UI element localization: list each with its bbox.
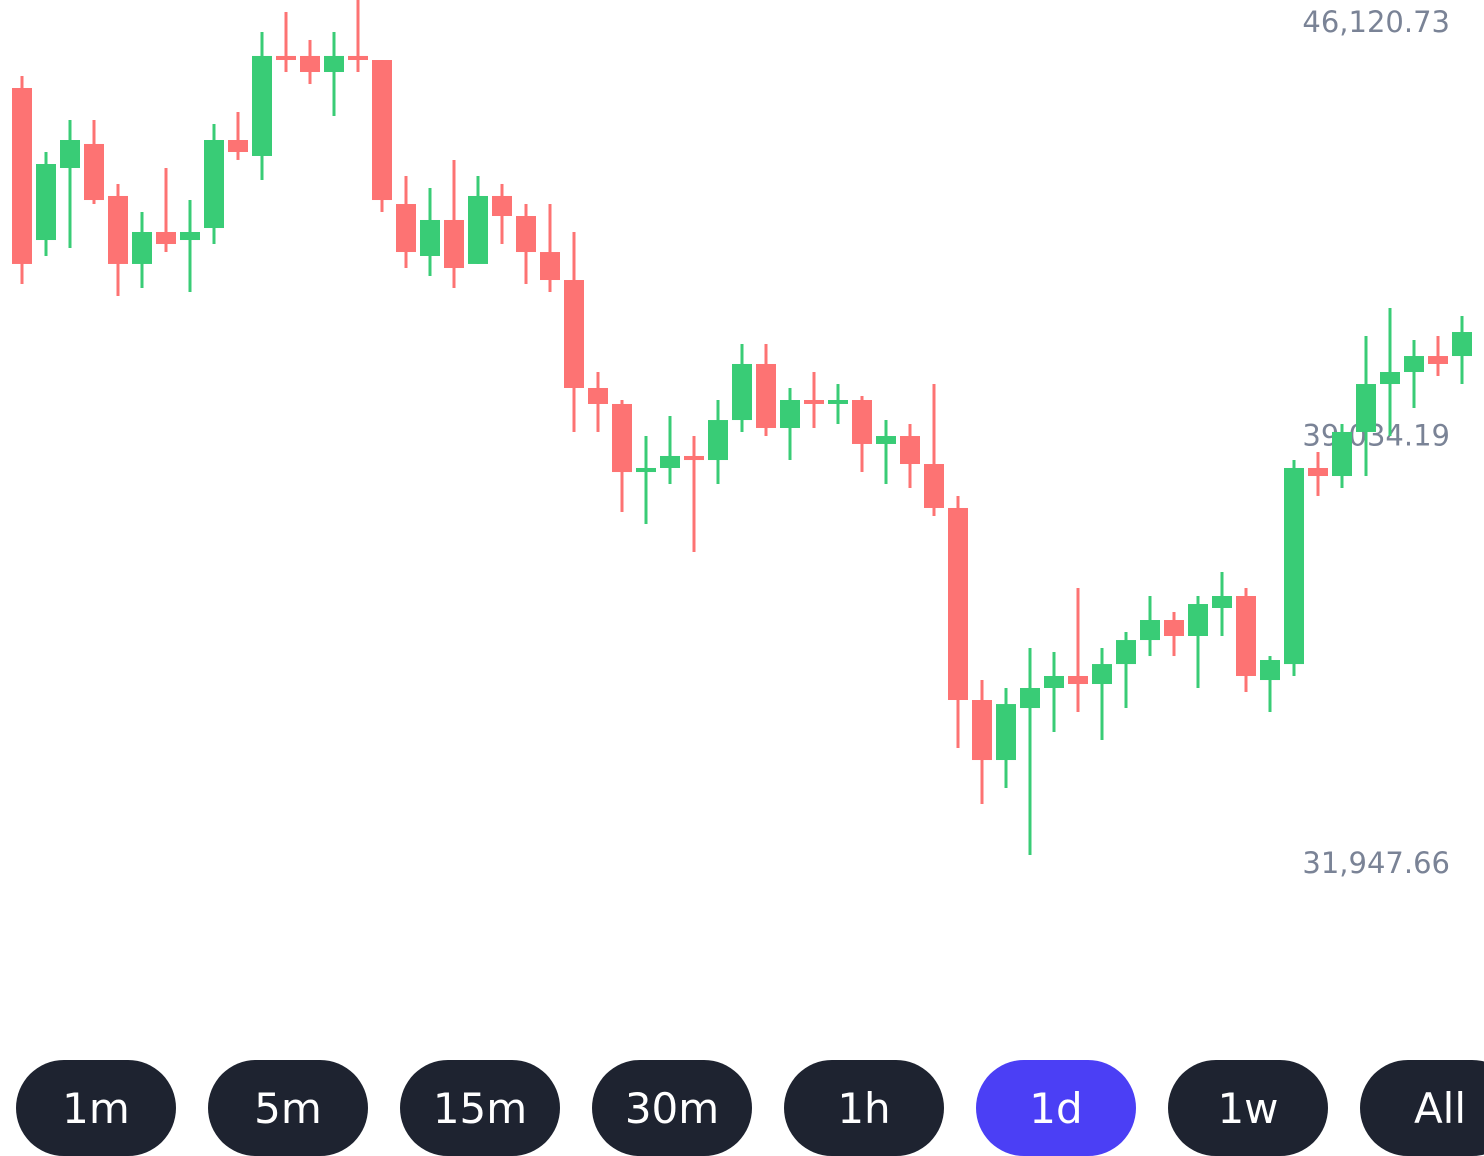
candle-body <box>1452 332 1472 357</box>
candle-body <box>636 467 656 473</box>
candle-body <box>1044 675 1064 688</box>
candle-body <box>972 700 992 761</box>
candle-body <box>180 231 200 241</box>
candle-body <box>924 464 944 508</box>
candle-body <box>252 55 272 156</box>
candle-body <box>708 420 728 461</box>
candle-body <box>564 280 584 388</box>
candle-body <box>1116 640 1136 665</box>
candle-body <box>420 219 440 257</box>
candle-body <box>1188 604 1208 636</box>
candle-body <box>372 60 392 201</box>
candle-body <box>516 216 536 253</box>
candle-body <box>588 387 608 404</box>
candle-body <box>948 507 968 701</box>
candle-body <box>228 139 248 153</box>
candle-body <box>156 231 176 245</box>
timeframe-button[interactable]: 15m <box>400 1060 560 1156</box>
timeframe-button[interactable]: 1h <box>784 1060 944 1156</box>
candle-body <box>612 403 632 473</box>
candle-body <box>900 436 920 465</box>
candle-body <box>780 400 800 428</box>
candle-body <box>36 164 56 241</box>
candle-body <box>444 219 464 269</box>
candle-body <box>300 55 320 73</box>
candle-body <box>348 55 368 61</box>
candle-body <box>852 400 872 444</box>
timeframe-button[interactable]: 5m <box>208 1060 368 1156</box>
timeframe-button[interactable]: 1w <box>1168 1060 1328 1156</box>
y-tick-label: 46,120.73 <box>1302 5 1450 39</box>
timeframe-button[interactable]: 1m <box>16 1060 176 1156</box>
candle-body <box>204 139 224 229</box>
candle-body <box>1332 431 1352 477</box>
candle-body <box>732 363 752 421</box>
candle-body <box>1068 675 1088 685</box>
candle-body <box>660 455 680 468</box>
candle-body <box>1284 467 1304 665</box>
candle-body <box>1164 620 1184 636</box>
candle-body <box>468 195 488 264</box>
candle-body <box>108 195 128 264</box>
candle-body <box>276 55 296 61</box>
candle-body <box>1308 467 1328 477</box>
chart: 46,120.73 39,034.19 31,947.66 <box>12 0 1472 880</box>
timeframe-bar: 1m 5m 15m 30m 1h 1d 1w All <box>0 1060 1484 1156</box>
candle-body <box>684 455 704 461</box>
y-tick-label: 39,034.19 <box>1302 419 1450 453</box>
candle-body <box>396 204 416 253</box>
candle-body <box>84 143 104 201</box>
candle-body <box>804 400 824 404</box>
candle-body <box>828 400 848 404</box>
candle-body <box>1428 356 1448 364</box>
candle-body <box>1140 620 1160 641</box>
timeframe-button[interactable]: 1d <box>976 1060 1136 1156</box>
candle-body <box>1404 356 1424 373</box>
candle-body <box>540 252 560 281</box>
candle-body <box>996 704 1016 761</box>
candle-body <box>132 231 152 264</box>
candle-body <box>1260 660 1280 681</box>
candle-body <box>756 363 776 428</box>
candle-body <box>324 55 344 73</box>
candle-body <box>1020 687 1040 709</box>
candle-body <box>1380 372 1400 385</box>
candle-body <box>876 436 896 444</box>
candle-body <box>492 195 512 217</box>
candle-body <box>1092 664 1112 685</box>
y-tick-label: 31,947.66 <box>1302 846 1450 880</box>
candle-body <box>1356 384 1376 432</box>
candle-body <box>12 87 32 264</box>
timeframe-button[interactable]: All <box>1360 1060 1484 1156</box>
candle-body <box>60 139 80 168</box>
candle-body <box>1212 596 1232 609</box>
candle-body <box>1236 596 1256 676</box>
timeframe-button[interactable]: 30m <box>592 1060 752 1156</box>
